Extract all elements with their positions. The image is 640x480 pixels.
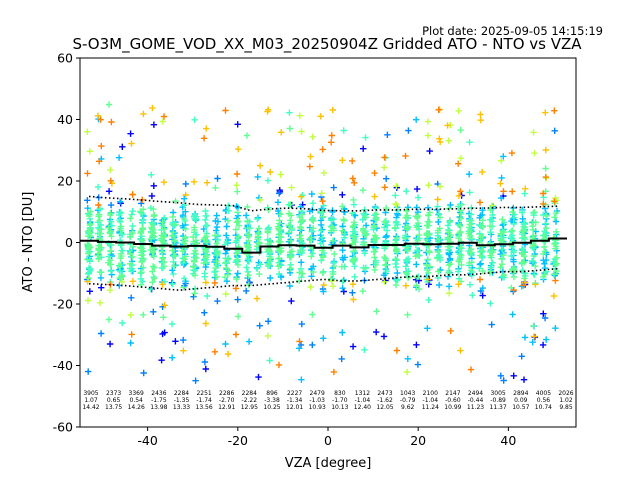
stat-std: 9.85 <box>559 404 573 411</box>
stat-std: 11.37 <box>490 404 507 411</box>
stat-mean: -1.75 <box>151 397 167 404</box>
stat-count: 2286 <box>219 390 234 397</box>
stat-std: 12.40 <box>354 404 371 411</box>
stat-count: 2473 <box>377 390 392 397</box>
y-tick-label: -40 <box>53 358 73 373</box>
stat-count: 2436 <box>151 390 166 397</box>
stat-std: 11.24 <box>422 404 439 411</box>
stat-std: 13.33 <box>173 404 190 411</box>
scatter-marker-group <box>84 107 560 376</box>
upper-sigma-line <box>88 195 559 212</box>
stat-mean: -2.22 <box>242 397 258 404</box>
x-axis-label: VZA [degree] <box>285 456 372 471</box>
x-tick-label: 20 <box>410 433 426 448</box>
stat-std: 14.26 <box>128 404 145 411</box>
stat-mean: -1.70 <box>332 397 348 404</box>
stat-std: 10.93 <box>309 404 326 411</box>
stat-mean: -0.44 <box>468 397 484 404</box>
stat-count: 4005 <box>536 390 551 397</box>
stat-mean: 1.02 <box>559 397 573 404</box>
stat-count: 1312 <box>355 390 370 397</box>
x-tick-label: 40 <box>500 433 516 448</box>
stat-mean: -0.79 <box>400 397 416 404</box>
chart-title: S-O3M_GOME_VOD_XX_M03_20250904Z Gridded … <box>72 35 582 54</box>
y-tick-label: 20 <box>57 174 73 189</box>
stat-std: 14.42 <box>82 404 99 411</box>
stat-std: 13.75 <box>105 404 122 411</box>
y-tick-label: -20 <box>53 297 73 312</box>
stat-mean: 0.56 <box>537 397 551 404</box>
stat-std: 12.95 <box>241 404 258 411</box>
stat-mean: 1.07 <box>84 397 98 404</box>
stat-mean: -1.04 <box>423 397 439 404</box>
stat-count: 2026 <box>558 390 573 397</box>
stat-std: 10.74 <box>535 404 552 411</box>
stat-mean: -1.35 <box>174 397 190 404</box>
stat-count: 2284 <box>174 390 189 397</box>
stat-count: 3369 <box>129 390 144 397</box>
stat-std: 13.98 <box>150 404 167 411</box>
bin-statistics: 3905 2373 3369 2436 2284 2251 2286 2284 896 2227 2… <box>82 390 573 411</box>
stat-std: 12.01 <box>286 404 303 411</box>
mean-line <box>80 237 567 254</box>
stat-mean: -0.89 <box>490 397 506 404</box>
x-tick-label: -40 <box>137 433 157 448</box>
stat-count: 3905 <box>83 390 98 397</box>
y-axis: 60 40 20 0 -20 -40 -60 <box>53 51 80 435</box>
stat-count: 2227 <box>287 390 302 397</box>
stat-count: 896 <box>266 390 278 397</box>
stat-count: 2100 <box>423 390 438 397</box>
scatter-marker-group <box>84 104 558 358</box>
x-axis: -40 -20 0 20 40 <box>137 427 516 448</box>
stat-mean: -1.03 <box>309 397 325 404</box>
plot-date: Plot date: 2025-09-05 14:15:19 <box>422 24 603 38</box>
stat-std: 13.56 <box>196 404 213 411</box>
stat-mean: -3.38 <box>264 397 280 404</box>
y-tick-label: -60 <box>53 420 73 435</box>
stat-mean: -1.62 <box>377 397 393 404</box>
y-tick-label: 60 <box>57 51 73 66</box>
stat-mean: 0.09 <box>514 397 528 404</box>
stat-std: 12.05 <box>376 404 393 411</box>
stat-count: 2373 <box>106 390 121 397</box>
y-tick-label: 40 <box>57 112 73 127</box>
stat-mean: -1.04 <box>355 397 371 404</box>
stat-count: 3005 <box>490 390 505 397</box>
y-tick-label: 0 <box>65 235 73 250</box>
stat-count: 2147 <box>445 390 460 397</box>
stat-mean: -1.74 <box>196 397 212 404</box>
stat-mean: 0.65 <box>107 397 121 404</box>
stat-count: 2251 <box>196 390 211 397</box>
stat-count: 2494 <box>468 390 483 397</box>
stat-count: 830 <box>334 390 346 397</box>
stat-mean: -1.34 <box>287 397 303 404</box>
statistic-lines <box>80 195 567 292</box>
stat-std: 10.13 <box>331 404 348 411</box>
stat-mean: -2.70 <box>219 397 235 404</box>
stat-count: 2894 <box>513 390 528 397</box>
stat-mean: -0.60 <box>445 397 461 404</box>
stat-std: 10.25 <box>263 404 280 411</box>
x-tick-label: -20 <box>228 433 248 448</box>
stat-std: 10.57 <box>512 404 529 411</box>
stat-count: 2479 <box>310 390 325 397</box>
stat-std: 10.99 <box>444 404 461 411</box>
stat-std: 11.23 <box>467 404 484 411</box>
stat-std: 9.62 <box>401 404 415 411</box>
y-axis-label: ATO - NTO [DU] <box>21 192 36 293</box>
stat-count: 2284 <box>242 390 257 397</box>
x-tick-label: 0 <box>324 433 332 448</box>
scatter-points <box>84 101 561 384</box>
stat-std: 12.91 <box>218 404 235 411</box>
stat-mean: 0.54 <box>130 397 144 404</box>
stat-count: 1043 <box>400 390 415 397</box>
